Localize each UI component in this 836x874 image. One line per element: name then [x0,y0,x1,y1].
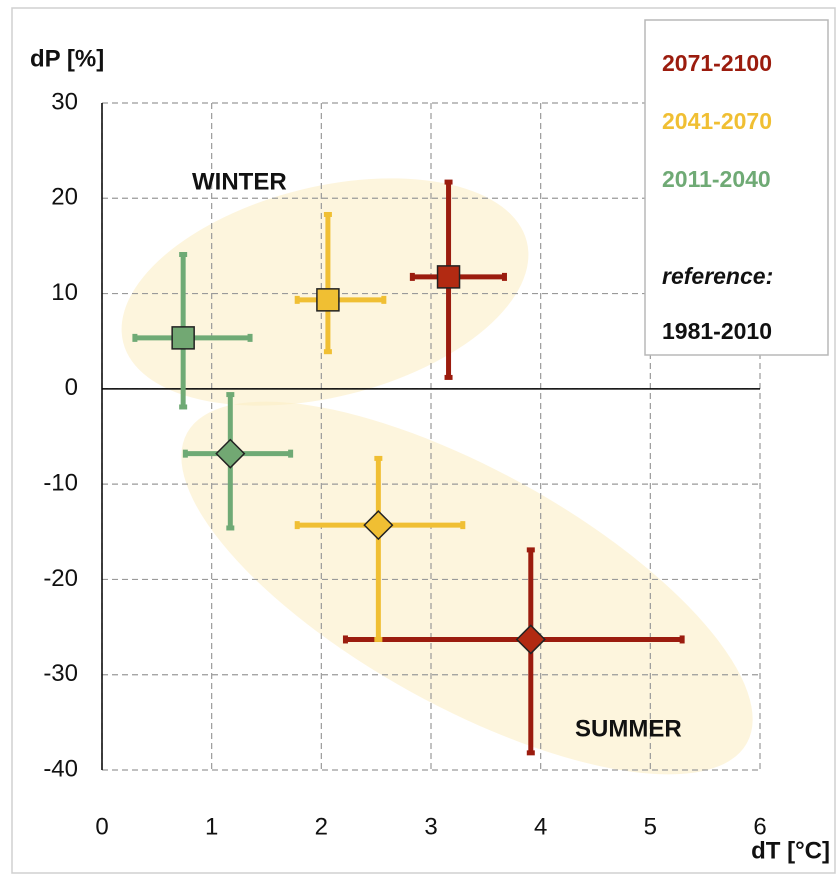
marker [515,624,546,655]
summer-region [181,401,753,775]
marker [316,288,340,312]
x-tick-label: 5 [644,813,657,840]
x-tick-label: 2 [315,813,328,840]
marker [436,265,461,289]
legend-entry: 2041-2070 [662,108,772,134]
annotation: WINTER [192,168,287,195]
y-tick-label: 10 [51,279,78,306]
annotation: SUMMER [575,715,682,742]
legend-entry: 2071-2100 [662,50,772,76]
y-tick-label: 0 [65,374,78,401]
legend-box [644,19,829,356]
x-tick-label: 6 [753,813,766,840]
x-tick-label: 0 [95,813,108,840]
x-tick-label: 1 [205,813,218,840]
x-tick-label: 3 [424,813,437,840]
legend-note: 1981-2010 [662,318,772,344]
marker [363,510,394,541]
y-tick-label: -40 [43,755,78,782]
x-axis-label: dT [°C] [751,837,830,864]
legend-note: reference: [662,263,773,289]
x-tick-label: 4 [534,813,547,840]
marker [171,326,195,350]
y-tick-label: 30 [51,88,78,115]
y-tick-label: -20 [43,565,78,592]
y-tick-label: 20 [51,184,78,211]
y-tick-label: -30 [43,660,78,687]
y-tick-label: -10 [43,469,78,496]
legend-entry: 2011-2040 [662,166,771,192]
y-axis-label: dP [%] [30,45,104,72]
marker [215,438,246,469]
